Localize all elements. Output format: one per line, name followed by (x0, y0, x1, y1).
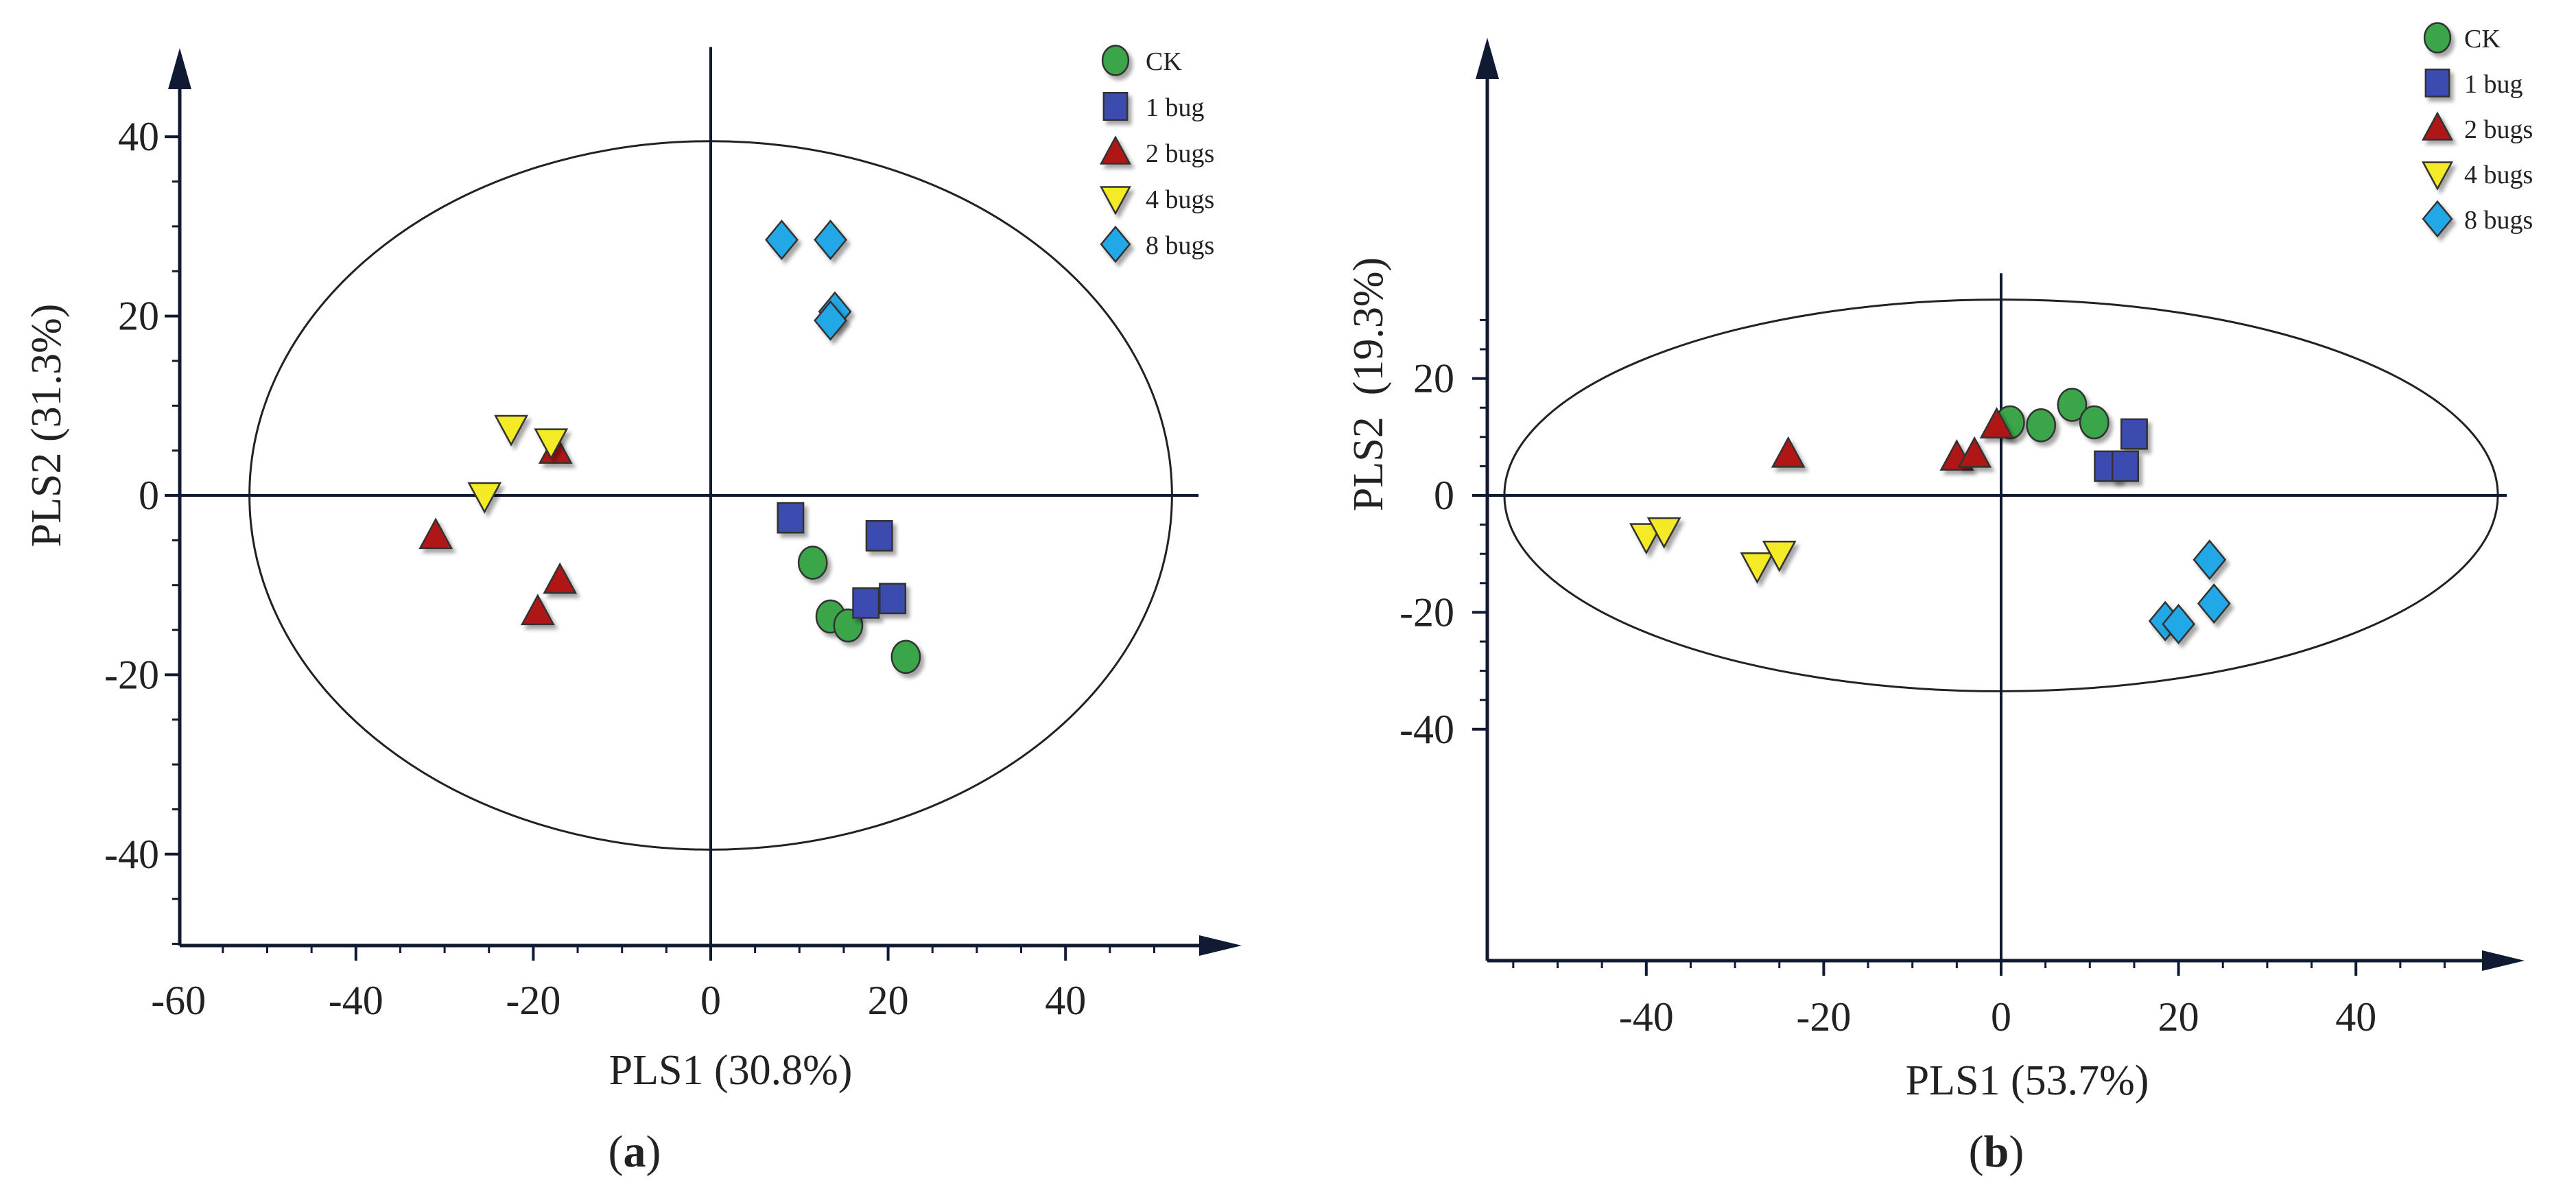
legend-label-2-bugs: 2 bugs (2464, 115, 2533, 144)
data-point-8-bugs (2193, 539, 2227, 581)
x-tick-label: -20 (1796, 994, 1851, 1040)
data-point-1-bug (777, 502, 805, 534)
data-point-ck (797, 546, 828, 580)
data-point-8-bugs (2197, 583, 2231, 624)
x-tick-label: -40 (1619, 994, 1674, 1040)
data-point-2-bugs (543, 562, 578, 594)
data-point-2-bugs (1957, 436, 1992, 468)
x-tick-label: 0 (700, 978, 721, 1023)
y-axis-arrow (1476, 38, 1499, 79)
data-point-4-bugs (1646, 517, 1681, 549)
x-tick-label: 20 (2158, 994, 2199, 1040)
legend-label-4-bugs: 4 bugs (2464, 161, 2533, 189)
data-point-ck (2026, 408, 2057, 443)
data-point-2-bugs (520, 594, 555, 626)
x-tick-label: -20 (506, 978, 560, 1023)
y-axis-arrow (168, 48, 191, 89)
y-axis-title: PLS2 (31.3%) (23, 304, 70, 548)
y-tick-label: 40 (118, 114, 159, 159)
data-point-2-bugs (1979, 407, 2014, 439)
legend-label-8-bugs: 8 bugs (2464, 206, 2533, 235)
legend-label-8-bugs: 8 bugs (1146, 231, 1214, 260)
y-tick-label: -40 (104, 832, 159, 877)
legend-marker-4-bugs (2421, 161, 2454, 191)
legend-label-ck: CK (2464, 25, 2501, 54)
y-tick-label: -20 (104, 652, 159, 697)
data-point-1-bug (879, 583, 907, 615)
legend-marker-ck (1101, 45, 1130, 76)
data-point-8-bugs (814, 300, 847, 341)
data-point-8-bugs (2162, 603, 2196, 645)
data-point-8-bugs (814, 219, 847, 261)
data-point-ck (2079, 405, 2110, 440)
legend-marker-2-bugs (2421, 111, 2454, 141)
x-axis-title: PLS1 (30.8%) (609, 1047, 853, 1094)
data-point-1-bug (852, 587, 880, 619)
legend-marker-8-bugs (1100, 225, 1131, 263)
x-axis-title: PLS1 (53.7%) (1906, 1057, 2149, 1104)
data-point-ck (2057, 388, 2088, 422)
data-point-ck (890, 640, 921, 675)
y-tick-label: -40 (1399, 707, 1454, 752)
data-point-4-bugs (1740, 552, 1775, 584)
data-point-8-bugs (765, 219, 799, 261)
x-axis-arrow (1199, 935, 1242, 956)
data-point-4-bugs (1762, 540, 1797, 572)
data-point-1-bug (865, 519, 893, 552)
y-tick-label: 0 (139, 473, 159, 518)
data-point-2-bugs (1771, 436, 1806, 468)
x-tick-label: 0 (1991, 994, 2011, 1040)
data-point-1-bug (2112, 450, 2139, 482)
x-tick-label: -60 (151, 978, 206, 1023)
legend-label-4-bugs: 4 bugs (1146, 185, 1214, 214)
data-point-4-bugs (1629, 523, 1664, 555)
legend-label-ck: CK (1146, 47, 1182, 76)
legend-marker-ck (2423, 22, 2452, 54)
x-tick-label: -40 (329, 978, 383, 1023)
data-point-4-bugs (494, 414, 528, 447)
caption-b: (b) (1969, 1127, 2024, 1177)
y-axis-title: PLS2 (19.3%) (1345, 257, 1392, 511)
data-point-4-bugs (534, 428, 569, 460)
legend-marker-1-bug (2424, 68, 2450, 98)
y-tick-label: 20 (1413, 356, 1454, 401)
legend-marker-1-bug (1102, 91, 1129, 121)
x-axis-arrow (2482, 950, 2525, 971)
y-tick-label: -20 (1399, 589, 1454, 635)
plot-panel-b: -40 -20 0 20 -40 -20 0 20 40 PLS1 (53.7%) PLS2 (19… (1345, 22, 2533, 1104)
plot-panel-a: -40 -20 0 20 40 -60 -40 -20 0 20 40 PLS1 (30.8%) PLS… (23, 45, 1242, 1094)
legend-label-1-bug: 1 bug (1146, 93, 1205, 122)
data-point-4-bugs (467, 482, 502, 514)
caption-a: (a) (608, 1127, 661, 1177)
data-point-2-bugs (418, 517, 453, 550)
y-tick-label: 0 (1434, 473, 1454, 518)
legend-label-1-bug: 1 bug (2464, 70, 2523, 99)
x-tick-label: 20 (868, 978, 909, 1023)
x-tick-label: 40 (1045, 978, 1086, 1023)
legend-label-2-bugs: 2 bugs (1146, 139, 1214, 168)
legend-marker-2-bugs (1099, 135, 1132, 165)
x-tick-label: 40 (2335, 994, 2376, 1040)
y-tick-label: 20 (118, 294, 159, 339)
legend-marker-8-bugs (2422, 200, 2453, 238)
data-point-1-bug (2120, 418, 2148, 450)
legend-marker-4-bugs (1099, 186, 1132, 215)
